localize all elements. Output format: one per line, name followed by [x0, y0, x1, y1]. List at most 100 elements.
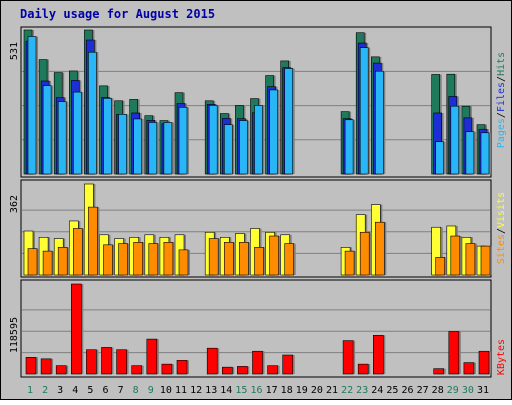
p2-bar-sites-day-8	[133, 242, 145, 276]
legend-hits: Hits	[496, 52, 507, 76]
legend-sep-2: /	[496, 76, 507, 82]
p1-bar-pages-day-18-fill	[284, 68, 294, 175]
p2-bar-sites-day-30	[465, 243, 477, 276]
p3-bar-kbytes-day-24	[372, 334, 386, 375]
p2-bar-sites-day-7-fill	[118, 243, 128, 276]
p3-bar-kbytes-day-31	[478, 350, 491, 375]
day-label-3: 3	[57, 385, 63, 396]
p2-bar-sites-day-1-fill	[27, 248, 38, 276]
p2-bar-sites-day-15-fill	[239, 242, 249, 276]
p3-bar-kbytes-day-8-fill	[131, 365, 142, 375]
p3-bar-kbytes-day-11	[176, 360, 189, 375]
day-label-26: 26	[401, 385, 413, 396]
p3-bar-kbytes-day-9-fill	[146, 338, 158, 375]
p3-bar-kbytes-day-6	[101, 347, 114, 375]
p2-bar-sites-day-14	[224, 242, 236, 276]
p2-bar-sites-day-18	[284, 243, 296, 276]
p2-bar-sites-day-13-fill	[208, 238, 219, 276]
p2-bar-sites-day-16	[254, 247, 266, 276]
p2-bar-sites-day-28	[435, 257, 447, 276]
day-label-16: 16	[250, 385, 262, 396]
p2-bar-sites-day-24	[374, 221, 387, 276]
p3-bar-kbytes-day-6-fill	[101, 347, 112, 375]
day-label-12: 12	[190, 385, 202, 396]
p1-bar-pages-day-14	[224, 124, 235, 175]
p2-bar-sites-day-29	[450, 235, 462, 276]
p3-bar-kbytes-day-5	[86, 349, 99, 375]
p1-bar-pages-day-2	[42, 85, 54, 175]
p3-bar-kbytes-day-15	[237, 366, 250, 375]
p2-bar-sites-day-30-fill	[465, 243, 476, 276]
p3-bar-kbytes-day-28-fill	[433, 368, 445, 375]
p1-bar-pages-day-31-fill	[480, 132, 490, 175]
legend-kbytes: KBytes	[496, 339, 507, 375]
p1-bar-pages-day-31	[480, 132, 491, 175]
p3-bar-kbytes-day-13-fill	[206, 347, 218, 375]
p1-bar-pages-day-28-fill	[435, 141, 445, 175]
day-label-20: 20	[311, 385, 323, 396]
day-label-22: 22	[341, 385, 353, 396]
day-label-23: 23	[356, 385, 368, 396]
p3-bar-kbytes-day-28	[433, 368, 446, 375]
p1-bar-pages-day-10	[163, 122, 174, 175]
p2-bar-sites-day-4-fill	[73, 228, 83, 276]
p3-bar-kbytes-day-4-fill	[71, 283, 82, 375]
p3-bar-kbytes-day-16	[252, 350, 265, 375]
p1-bar-pages-day-5	[88, 51, 99, 175]
p2-bar-sites-day-28-fill	[435, 257, 446, 276]
p1-bar-pages-day-1	[27, 36, 38, 175]
p2-bar-sites-day-1	[27, 248, 39, 276]
p1-bar-pages-day-9	[148, 122, 159, 175]
p1-bar-pages-day-8	[133, 118, 144, 175]
p1-bar-pages-day-17	[269, 89, 280, 175]
p2-bar-sites-day-10-fill	[163, 242, 174, 276]
p3-bar-kbytes-day-10-fill	[161, 363, 173, 375]
p3-bar-kbytes-day-11-fill	[176, 360, 188, 375]
day-labels: 1 2 3 4 5 6 7 8 9 10 11 12 13 14 15 16 17 18 19 20 21 22 23 24 2…	[27, 385, 489, 396]
p3-bar-kbytes-day-29	[448, 331, 461, 375]
p3-bar-kbytes-day-18-fill	[282, 354, 294, 375]
p3-bar-kbytes-day-23-fill	[357, 363, 369, 375]
p2-bar-sites-day-9-fill	[148, 243, 159, 276]
p1-bar-pages-day-6-fill	[103, 98, 112, 175]
p1-bar-pages-day-18	[284, 68, 295, 175]
day-label-27: 27	[417, 385, 429, 396]
p1-bar-pages-day-4-fill	[73, 91, 82, 175]
p2-bar-sites-day-6-fill	[103, 244, 113, 276]
day-label-9: 9	[148, 385, 154, 396]
legend-panel1: Pages/Files/Hits	[496, 52, 507, 148]
panel2-ymax-label: 362	[9, 195, 20, 213]
day-label-21: 21	[326, 385, 338, 396]
p1-bar-pages-day-23	[359, 47, 371, 175]
p3-bar-kbytes-day-4	[71, 283, 84, 375]
p1-bar-pages-day-2-fill	[42, 85, 52, 175]
p1-bar-pages-day-9-fill	[148, 122, 158, 175]
p1-bar-pages-day-16	[254, 105, 265, 175]
p2-bar-sites-day-7	[118, 243, 130, 276]
p3-bar-kbytes-day-1	[25, 357, 38, 375]
p3-bar-kbytes-day-10	[161, 363, 174, 375]
p3-bar-kbytes-day-23	[357, 363, 371, 375]
p2-bar-sites-day-18-fill	[284, 243, 295, 276]
chart-title: Daily usage for August 2015	[20, 7, 215, 21]
day-label-31: 31	[477, 385, 489, 396]
p2-bar-sites-day-5	[88, 206, 100, 276]
p3-bar-kbytes-day-8	[131, 365, 144, 375]
day-label-29: 29	[447, 385, 459, 396]
p1-bar-pages-day-17-fill	[269, 89, 278, 175]
p2-bar-sites-day-31	[480, 245, 492, 276]
legend-files: Files	[496, 82, 507, 112]
p2-bar-sites-day-23-fill	[359, 231, 370, 276]
p3-bar-kbytes-day-17	[267, 365, 280, 375]
p3-bar-kbytes-day-15-fill	[237, 366, 248, 375]
p1-bar-pages-day-1-fill	[27, 36, 37, 175]
p3-bar-kbytes-day-31-fill	[478, 350, 490, 375]
p1-bar-pages-day-30	[465, 131, 476, 175]
p2-bar-sites-day-8-fill	[133, 242, 143, 276]
p2-bar-sites-day-5-fill	[88, 206, 98, 276]
panel3-ymax-label: 118595	[9, 317, 20, 353]
p1-bar-pages-day-11	[178, 106, 189, 175]
p3-bar-kbytes-day-14-fill	[222, 366, 233, 375]
